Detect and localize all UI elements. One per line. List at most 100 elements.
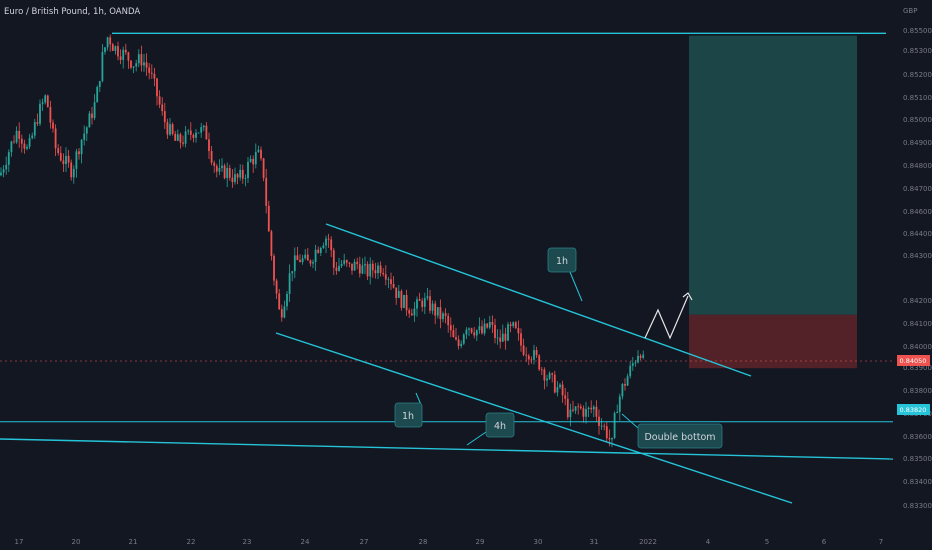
candle-body bbox=[226, 168, 229, 179]
candle-body bbox=[371, 263, 374, 271]
candle-body bbox=[54, 128, 57, 149]
candle-body bbox=[452, 330, 455, 338]
candle-body bbox=[517, 327, 520, 334]
candle-body bbox=[286, 293, 288, 307]
candle-body bbox=[249, 158, 252, 162]
candle-body bbox=[280, 309, 283, 318]
candle-body bbox=[358, 264, 361, 274]
time-axis[interactable]: 17 20 21 22 23 24 27 28 29 30 31 2022 4 5 6 7 bbox=[0, 532, 932, 550]
price-tick-label: 0.85500 bbox=[903, 27, 932, 35]
candle-body bbox=[200, 127, 203, 133]
candle-body bbox=[49, 107, 52, 123]
candle-body bbox=[215, 165, 218, 172]
candle-body bbox=[504, 333, 507, 341]
candle-body bbox=[304, 254, 307, 259]
candle-body bbox=[566, 398, 569, 418]
candle-body bbox=[512, 322, 515, 326]
candle-body bbox=[551, 373, 554, 375]
candle-body bbox=[41, 102, 44, 104]
candle-body bbox=[23, 143, 26, 149]
candle-body bbox=[205, 125, 208, 140]
candle-body bbox=[384, 274, 387, 280]
candle-body bbox=[520, 333, 522, 346]
candle-body bbox=[483, 323, 486, 334]
time-tick-label: 31 bbox=[590, 538, 599, 546]
candle-body bbox=[603, 425, 606, 427]
candle-body bbox=[379, 265, 382, 273]
candle-body bbox=[109, 37, 112, 45]
candle-body bbox=[161, 104, 164, 112]
candle-body bbox=[114, 46, 117, 51]
price-tick-label: 0.83400 bbox=[903, 478, 932, 486]
price-tick-label: 0.84300 bbox=[903, 252, 932, 260]
candle-body bbox=[44, 95, 47, 103]
candle-body bbox=[345, 260, 348, 263]
level-price-tag-text: 0.83820 bbox=[900, 406, 927, 414]
candle-body bbox=[543, 369, 546, 381]
candle-body bbox=[436, 307, 439, 316]
candle-body bbox=[439, 307, 442, 320]
candle-body bbox=[176, 134, 179, 141]
candle-body bbox=[119, 56, 122, 60]
candle-body bbox=[5, 164, 8, 170]
candle-body bbox=[335, 267, 338, 271]
candle-body bbox=[59, 153, 62, 161]
callout-4h-pointer bbox=[466, 431, 487, 446]
candle-body bbox=[387, 279, 390, 281]
callout-1h-top[interactable]: 1h bbox=[547, 247, 577, 273]
time-tick-label: 2022 bbox=[639, 538, 657, 546]
candle-body bbox=[390, 279, 392, 285]
price-tick-label: 0.83800 bbox=[903, 387, 932, 395]
candle-body bbox=[145, 62, 148, 68]
candle-body bbox=[202, 125, 205, 128]
candle-body bbox=[572, 409, 574, 411]
candle-body bbox=[236, 174, 239, 178]
candle-body bbox=[270, 231, 273, 256]
candle-body bbox=[470, 328, 473, 333]
time-tick-label: 28 bbox=[419, 538, 428, 546]
price-axis[interactable]: GBP 0.85500 0.85300 0.85200 0.85100 0.85000 0… bbox=[893, 0, 932, 532]
candle-body bbox=[535, 350, 538, 356]
position-zones bbox=[689, 35, 857, 369]
time-axis-bg bbox=[0, 532, 932, 550]
candle-body bbox=[491, 322, 494, 325]
callout-1h-bottom-box bbox=[394, 402, 423, 428]
candle-body bbox=[447, 315, 450, 326]
candle-body bbox=[608, 438, 611, 440]
time-tick-label: 4 bbox=[706, 538, 711, 546]
callout-4h[interactable]: 4h bbox=[485, 412, 515, 438]
callout-double-bottom-text: Double bottom bbox=[644, 432, 715, 443]
projection-zigzag bbox=[644, 295, 689, 340]
candle-body bbox=[600, 425, 603, 427]
candle-body bbox=[478, 326, 481, 331]
candle-body bbox=[158, 96, 161, 105]
candle-body bbox=[327, 238, 330, 240]
symbol-title: Euro / British Pound, 1h, OANDA bbox=[4, 7, 140, 17]
candle-body bbox=[587, 407, 590, 409]
projection-path bbox=[644, 292, 693, 340]
candle-body bbox=[361, 265, 364, 274]
candle-body bbox=[400, 291, 403, 308]
candle-body bbox=[582, 408, 585, 417]
candle-body bbox=[70, 162, 73, 178]
time-tick-label: 23 bbox=[243, 538, 252, 546]
candle-body bbox=[296, 255, 299, 261]
candle-body bbox=[124, 49, 127, 53]
callout-1h-bottom[interactable]: 1h bbox=[394, 402, 423, 428]
candle-body bbox=[91, 113, 93, 119]
candle-body bbox=[460, 343, 463, 347]
candle-body bbox=[132, 66, 135, 68]
candle-body bbox=[72, 168, 75, 178]
candle-body bbox=[278, 293, 281, 310]
candle-body bbox=[195, 132, 197, 138]
candle-body bbox=[163, 111, 166, 123]
price-axis-bg bbox=[893, 0, 932, 532]
callout-double-bottom[interactable]: Double bottom bbox=[637, 423, 723, 449]
candle-body bbox=[369, 263, 372, 277]
candle-body bbox=[36, 122, 39, 124]
candle-body bbox=[62, 160, 65, 165]
callout-4h-box bbox=[485, 412, 515, 438]
candle-body bbox=[364, 264, 366, 266]
target-zone bbox=[689, 35, 857, 315]
